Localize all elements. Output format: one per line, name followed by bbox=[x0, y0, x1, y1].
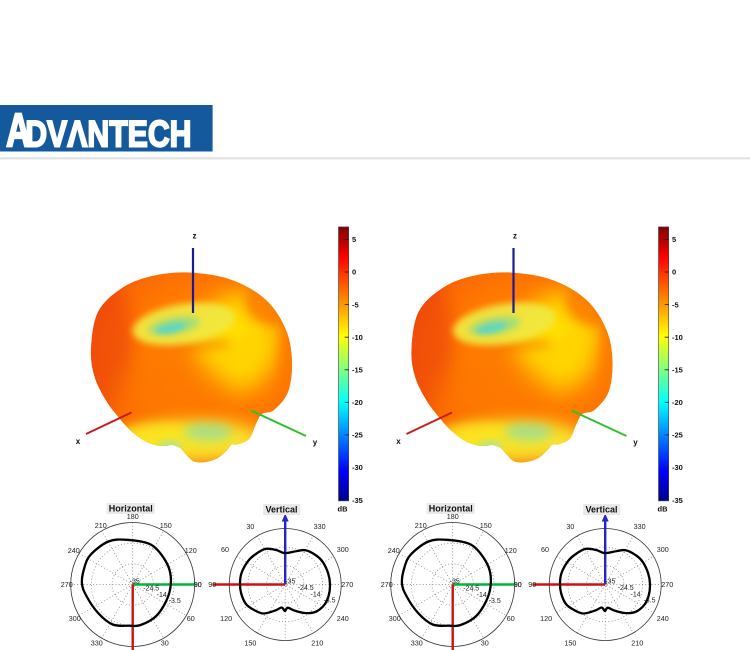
svg-text:90: 90 bbox=[514, 580, 522, 589]
svg-text:DVΛNTECH: DVΛNTECH bbox=[25, 113, 191, 154]
svg-text:A: A bbox=[6, 104, 30, 157]
svg-text:90: 90 bbox=[194, 580, 202, 589]
